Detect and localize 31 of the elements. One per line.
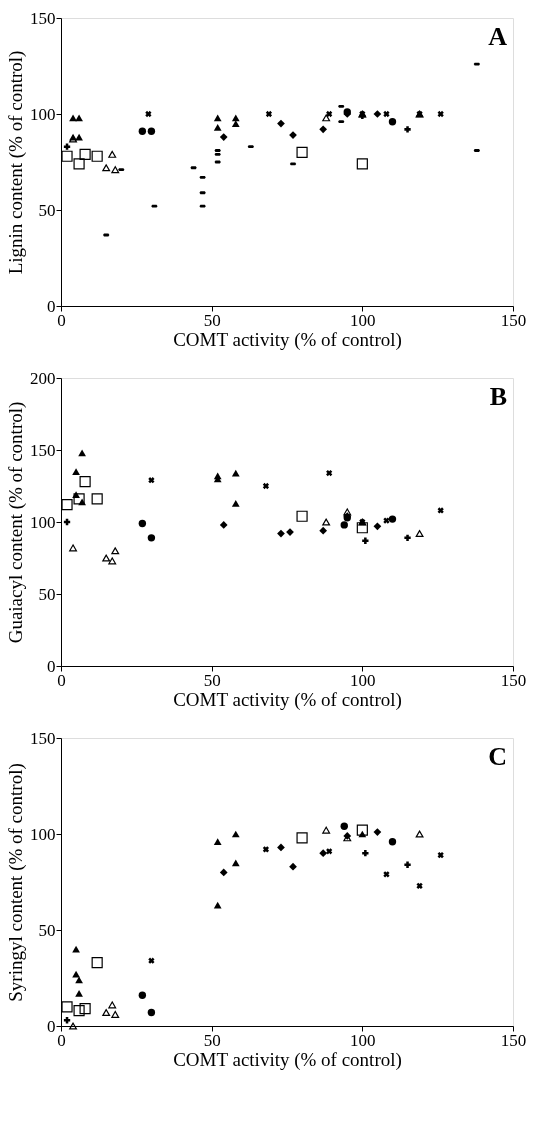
x-tick-label: 100 [350,670,376,690]
y-tick-label: 150 [30,8,56,28]
y-axis-title: Guaiacyl content (% of control) [5,401,27,644]
x-axis-title: COMT activity (% of control) [173,688,402,711]
x-tick-label: 150 [500,670,527,690]
x-tick-label: 100 [350,1030,376,1050]
y-tick-label: 50 [38,200,56,220]
x-tick-label: 150 [500,1030,527,1050]
x-axis-title: COMT activity (% of control) [173,1048,402,1071]
y-tick-label: 50 [38,920,56,940]
y-axis-title: Syringyl content (% of control) [5,763,27,1002]
x-tick-label: 100 [350,310,376,330]
y-tick-label: 0 [47,656,56,676]
y-tick-label: 100 [30,104,56,124]
y-tick-label: 200 [30,368,56,388]
y-tick-label: 150 [30,728,56,748]
annotation: C [488,742,507,771]
y-tick-label: 0 [47,1016,56,1036]
annotation: B [489,382,507,411]
y-axis-title: Lignin content (% of control) [5,50,27,275]
y-tick-label: 50 [38,584,56,604]
x-axis-title: COMT activity (% of control) [173,328,402,351]
x-tick-label: 50 [203,1030,221,1050]
x-tick-label: 150 [500,310,527,330]
annotation: A [488,22,508,51]
y-tick-label: 100 [30,824,56,844]
y-tick-label: 100 [30,512,56,532]
y-tick-label: 0 [47,296,56,316]
x-tick-label: 50 [203,310,221,330]
y-tick-label: 150 [30,440,56,460]
x-tick-label: 50 [203,670,221,690]
